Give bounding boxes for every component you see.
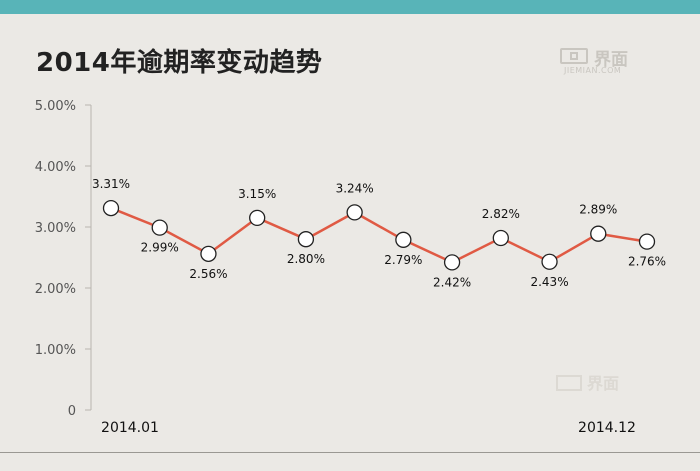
watermark-mark-icon (556, 375, 582, 391)
data-point (200, 245, 217, 262)
data-label: 2.80% (287, 252, 325, 266)
data-label: 2.89% (579, 203, 617, 217)
data-label: 3.31% (92, 177, 130, 191)
data-point (249, 209, 266, 227)
y-tick-label: 0 (68, 404, 76, 419)
series-path (110, 206, 648, 264)
logo-mark-icon (560, 48, 588, 64)
y-axis: 0 1.00% 2.00% 3.00% 4.00% 5.00% (35, 99, 91, 419)
data-point (395, 231, 412, 248)
x-tick-label: 2014.01 (101, 420, 159, 436)
chart-title: 2014年逾期率变动趋势 (36, 48, 323, 78)
footer-divider (0, 452, 700, 453)
jiemian-logo: 界面 JIEMIAN.COM (560, 46, 644, 75)
data-point (151, 219, 168, 236)
y-tick-label: 4.00% (35, 160, 76, 175)
x-axis: 2014.01 2014.12 (101, 420, 636, 436)
data-label: 3.15% (238, 187, 276, 201)
data-point (541, 253, 558, 270)
data-label: 2.82% (482, 207, 520, 221)
data-point (297, 231, 315, 248)
x-tick-label: 2014.12 (578, 420, 636, 436)
watermark: 界面 (556, 374, 619, 393)
data-label: 2.99% (141, 241, 179, 255)
data-point (102, 199, 120, 217)
y-tick-label: 5.00% (35, 99, 76, 114)
top-accent-bar (0, 0, 700, 14)
data-label: 2.76% (628, 255, 666, 269)
data-point (443, 254, 461, 271)
data-point (346, 204, 363, 221)
data-label: 2.79% (384, 253, 422, 267)
logo-subtext: JIEMIAN.COM (564, 66, 622, 75)
data-point (590, 225, 607, 242)
watermark-text: 界面 (587, 374, 619, 393)
data-label: 3.24% (336, 181, 374, 195)
y-tick-label: 2.00% (35, 282, 76, 297)
y-tick-label: 1.00% (35, 343, 76, 358)
data-point (492, 229, 509, 247)
logo-text: 界面 (594, 50, 628, 70)
data-label: 2.43% (530, 275, 568, 289)
data-label: 2.42% (433, 275, 471, 289)
data-point (638, 233, 656, 250)
y-tick-label: 3.00% (35, 221, 76, 236)
data-label: 2.56% (189, 267, 227, 281)
series-line: 3.31% 2.99% 2.56% 3.15% 2.80% 3.24% 2.79% 2.42%… (92, 177, 666, 289)
